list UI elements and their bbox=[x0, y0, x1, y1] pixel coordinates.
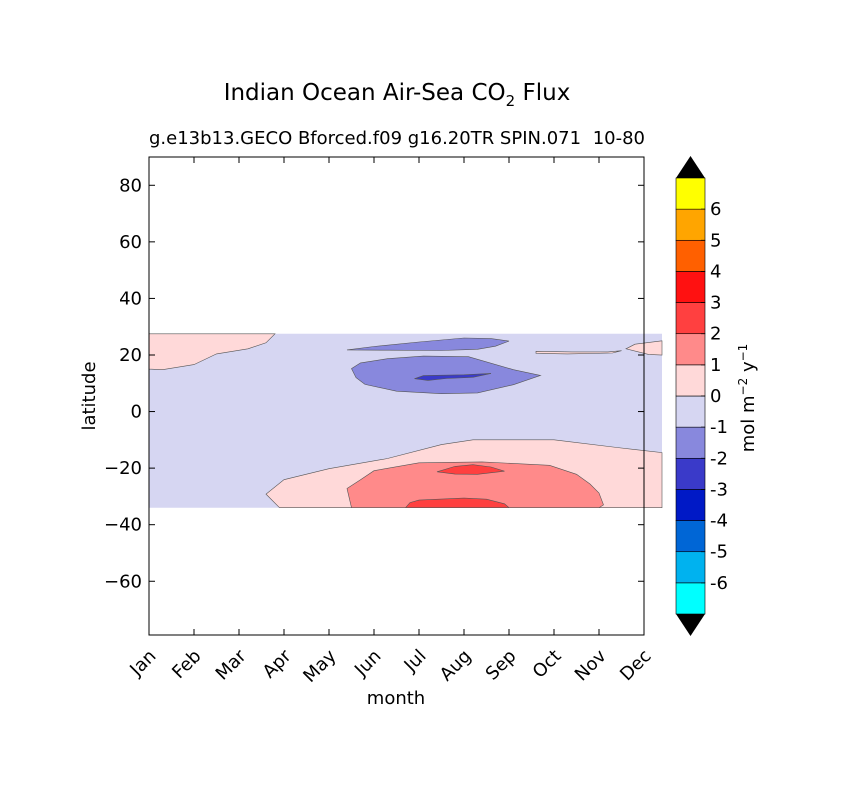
colorbar-segment bbox=[675, 489, 706, 521]
y-tick-label: −60 bbox=[104, 571, 142, 592]
contour-regions bbox=[148, 333, 663, 509]
colorbar-tick-label: -3 bbox=[710, 479, 728, 500]
y-tick-label: 80 bbox=[119, 175, 142, 196]
colorbar-tick-label: 2 bbox=[710, 324, 721, 345]
colorbar-tick-label: -5 bbox=[710, 542, 728, 563]
colorbar-tick-label: 6 bbox=[710, 199, 721, 220]
colorbar-segment bbox=[675, 520, 706, 553]
x-tick-label: Nov bbox=[571, 645, 611, 685]
x-tick-label: Jan bbox=[125, 646, 160, 681]
colorbar-tick-label: -2 bbox=[710, 448, 728, 469]
colorbar-tick-label: -4 bbox=[710, 511, 728, 532]
colorbar-segment bbox=[675, 364, 706, 397]
contour-region-south-blob-2-3 bbox=[436, 464, 505, 475]
x-tick-label: Mar bbox=[212, 645, 251, 684]
colorbar-segment bbox=[675, 457, 706, 490]
colorbar-tick-label: 0 bbox=[710, 386, 721, 407]
colorbar-segment bbox=[675, 551, 706, 584]
colorbar-tick-label: 4 bbox=[710, 261, 721, 282]
x-tick-label: Aug bbox=[436, 646, 476, 686]
y-axis-label: latitude bbox=[79, 361, 100, 430]
chart-subtitle-overlap: 10-80 bbox=[593, 128, 645, 149]
colorbar: 6 5 4 3 2 1 0 -1 -2 -3 -4 -5 -6 bbox=[675, 156, 728, 636]
x-tick-label: Jul bbox=[400, 646, 431, 677]
y-tick-label: 20 bbox=[119, 345, 142, 366]
colorbar-segment bbox=[675, 333, 706, 366]
contour-region-north-core-2-3 bbox=[414, 373, 492, 381]
y-tick-label: 60 bbox=[119, 232, 142, 253]
colorbar-extend-max bbox=[676, 156, 705, 178]
colorbar-tick-label: 3 bbox=[710, 293, 721, 314]
colorbar-segment bbox=[675, 582, 706, 615]
x-tick-label: Oct bbox=[529, 646, 566, 683]
contour-region-north-west-positive bbox=[148, 333, 276, 371]
chart-title: Indian Ocean Air-Sea CO2 Flux bbox=[224, 80, 571, 110]
x-tick-label: Dec bbox=[616, 646, 655, 685]
y-tick-label: 0 bbox=[131, 402, 142, 423]
plot-frame bbox=[148, 156, 645, 636]
y-tick-label: −20 bbox=[104, 458, 142, 479]
contour-region-south-deep-2-3 bbox=[404, 497, 510, 509]
x-tick-label: Sep bbox=[482, 646, 521, 685]
colorbar-label: mol m−2 y−1 bbox=[736, 344, 759, 453]
colorbar-tick-label: 5 bbox=[710, 230, 721, 251]
x-tick-label: Jun bbox=[350, 646, 385, 681]
colorbar-segment bbox=[675, 426, 706, 459]
colorbar-segment bbox=[675, 302, 706, 335]
chart-subtitle: g.e13b13.GECO Bforced.f09 g16.20TR SPIN.… bbox=[149, 128, 581, 149]
colorbar-tick-label: -1 bbox=[710, 417, 728, 438]
y-axis: 80 60 40 20 0 −20 −40 −60 bbox=[104, 175, 644, 592]
colorbar-segment bbox=[675, 239, 706, 272]
x-axis-label: month bbox=[367, 688, 425, 709]
contour-region-north-east-positive bbox=[535, 350, 622, 355]
y-tick-label: 40 bbox=[119, 288, 142, 309]
colorbar-extend-min bbox=[676, 614, 705, 636]
colorbar-segment bbox=[675, 271, 706, 303]
colorbar-segment bbox=[675, 177, 706, 210]
x-tick-label: Feb bbox=[168, 646, 205, 683]
contour-region-north-negative-1-2 bbox=[346, 337, 510, 351]
colorbar-segment bbox=[675, 395, 706, 428]
x-tick-label: May bbox=[299, 645, 340, 686]
contour-region-south-1-2 bbox=[346, 461, 604, 509]
y-tick-label: −40 bbox=[104, 515, 142, 536]
colorbar-segment bbox=[675, 208, 706, 241]
colorbar-tick-label: 1 bbox=[710, 355, 721, 376]
x-tick-label: Apr bbox=[259, 645, 296, 682]
colorbar-tick-label: -6 bbox=[710, 573, 728, 594]
